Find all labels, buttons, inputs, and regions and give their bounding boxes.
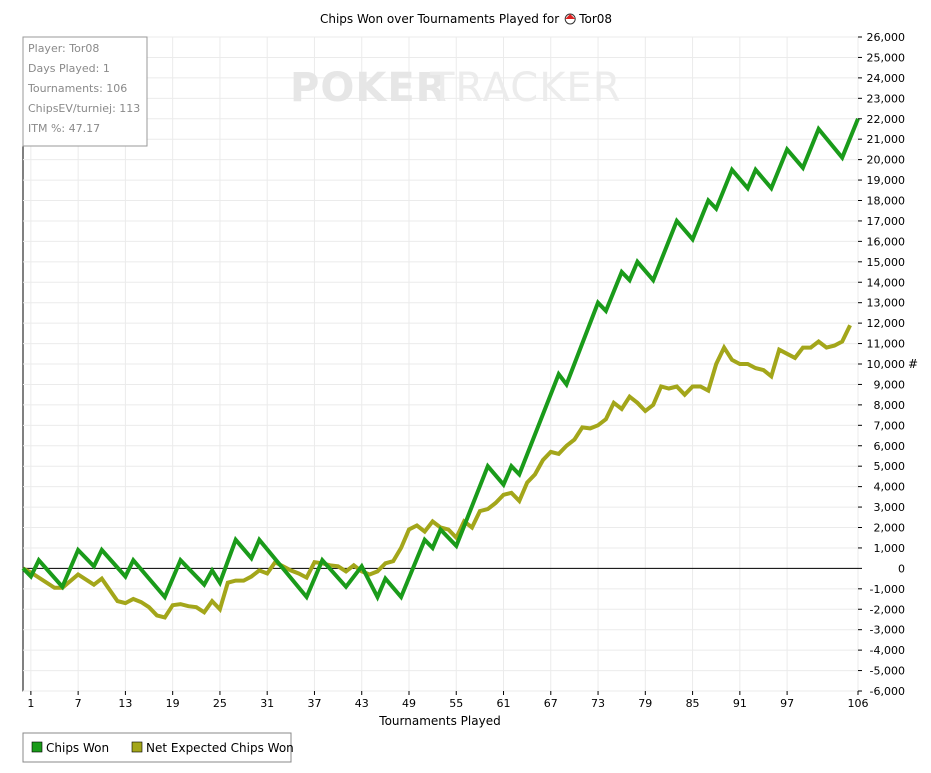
info-box-frame: [22, 36, 148, 147]
x-tick-label: 1: [27, 697, 34, 710]
series-line-net-expected: [22, 324, 852, 620]
chart-title-player: Tor08: [578, 12, 612, 26]
y-tick-label: -6,000: [870, 685, 905, 698]
legend-label-net-expected: Net Expected Chips Won: [146, 741, 294, 755]
y-tick-label: 4,000: [874, 481, 906, 494]
x-tick-label: 55: [449, 697, 463, 710]
y-tick-label: 18,000: [867, 195, 906, 208]
y-tick-label: 10,000: [867, 358, 906, 371]
y-tick-label: 8,000: [874, 399, 906, 412]
y-tick-label: 16,000: [867, 235, 906, 248]
watermark-poker: POKER: [290, 65, 447, 111]
y-axis-title: #: [908, 357, 918, 371]
chart-title-group: Chips Won over Tournaments Played for To…: [320, 12, 612, 26]
info-itm: ITM %: 47.17: [28, 122, 100, 135]
y-tick-label: 21,000: [867, 133, 906, 146]
y-tick-label: 19,000: [867, 174, 906, 187]
x-tick-label: 106: [848, 697, 869, 710]
y-tick-label: 15,000: [867, 256, 906, 269]
legend-swatch-net-expected: [131, 741, 143, 753]
y-tick-label: 3,000: [874, 501, 906, 514]
info-days-played: Days Played: 1: [28, 62, 110, 75]
y-tick-label: -1,000: [870, 583, 905, 596]
y-tick-label: 11,000: [867, 338, 906, 351]
x-tick-label: 37: [307, 697, 321, 710]
x-tick-label: 7: [75, 697, 82, 710]
x-tick-label: 19: [166, 697, 180, 710]
y-axis-ticks: 26,000 25,000 24,000 23,000 22,000 21,000 20,0…: [858, 31, 905, 698]
x-tick-label: 85: [686, 697, 700, 710]
y-tick-label: 22,000: [867, 113, 906, 126]
y-tick-label: 12,000: [867, 317, 906, 330]
y-tick-label: 24,000: [867, 72, 906, 85]
player-info-box: Player: Tor08 Days Played: 1 Tournaments…: [22, 36, 148, 147]
legend-swatch-chips-won: [31, 741, 43, 753]
poker-chip-icon: [564, 13, 576, 25]
watermark-tracker: TRACKER: [429, 65, 622, 111]
x-tick-label: 91: [733, 697, 747, 710]
y-tick-label: 5,000: [874, 460, 906, 473]
y-tick-label: -5,000: [870, 665, 905, 678]
y-tick-label: -3,000: [870, 624, 905, 637]
series-layer: [21, 118, 860, 620]
x-tick-label: 13: [118, 697, 132, 710]
chart-title: Chips Won over Tournaments Played for: [320, 12, 559, 26]
y-tick-label: 25,000: [867, 51, 906, 64]
y-tick-label: 23,000: [867, 92, 906, 105]
x-tick-label: 73: [591, 697, 605, 710]
info-player: Player: Tor08: [28, 42, 99, 55]
x-axis-ticks: 1 7 13 19 25 31 37 43 49 55 61 67 73 79 85 91 97 106: [27, 691, 869, 710]
y-tick-label: 6,000: [874, 440, 906, 453]
legend: Chips Won Net Expected Chips Won: [22, 732, 294, 763]
info-chips-ev: ChipsEV/turniej: 113: [28, 102, 140, 115]
x-tick-label: 61: [497, 697, 511, 710]
x-tick-label: 31: [260, 697, 274, 710]
y-tick-label: 1,000: [874, 542, 906, 555]
y-tick-label: 20,000: [867, 154, 906, 167]
y-tick-label: 7,000: [874, 419, 906, 432]
x-tick-label: 97: [780, 697, 794, 710]
x-tick-label: 25: [213, 697, 227, 710]
x-tick-label: 79: [638, 697, 652, 710]
x-axis-title: Tournaments Played: [378, 714, 500, 728]
y-tick-label: 9,000: [874, 378, 906, 391]
y-tick-label: 0: [898, 562, 905, 575]
y-tick-label: -4,000: [870, 644, 905, 657]
y-tick-label: 2,000: [874, 522, 906, 535]
series-line-chips-won: [21, 118, 860, 602]
y-tick-label: 26,000: [867, 31, 906, 44]
watermark: POKER TRACKER: [290, 65, 622, 111]
y-tick-label: 13,000: [867, 297, 906, 310]
info-tournaments: Tournaments: 106: [27, 82, 127, 95]
y-tick-label: 17,000: [867, 215, 906, 228]
y-tick-label: 14,000: [867, 276, 906, 289]
legend-frame: [22, 732, 292, 763]
y-tick-label: -2,000: [870, 603, 905, 616]
x-tick-label: 67: [544, 697, 558, 710]
x-tick-label: 43: [355, 697, 369, 710]
x-tick-label: 49: [402, 697, 416, 710]
legend-label-chips-won: Chips Won: [46, 741, 109, 755]
